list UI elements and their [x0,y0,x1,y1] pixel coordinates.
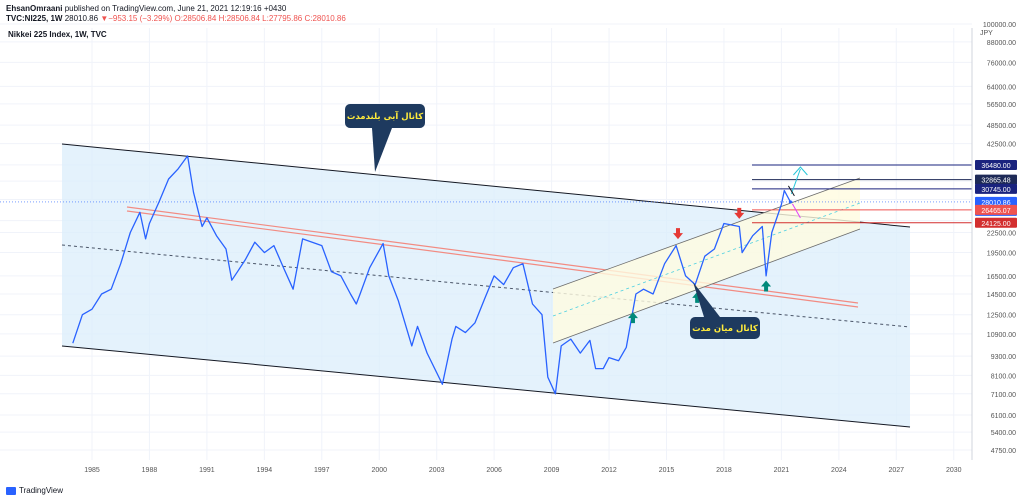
x-tick-label: 1985 [84,467,100,474]
callout-text: کانال آبی بلندمدت [347,110,423,122]
x-tick-label: 2024 [831,467,847,474]
x-tick-label: 2009 [544,467,560,474]
tradingview-icon [6,486,16,495]
callout-text: کانال میان مدت [692,324,758,334]
price-change: ▼−953.15 (−3.29%) [100,14,173,23]
x-tick-label: 2027 [889,467,905,474]
low-value: L:27795.86 [262,14,303,23]
symbol: TVC:NI225, 1W [6,14,63,23]
x-tick-label: 2015 [659,467,675,474]
signal-arrows [627,166,808,324]
x-tick-label: 1997 [314,467,330,474]
y-tick-label: 19500.00 [987,251,1016,258]
currency-label: JPY [980,30,993,37]
x-tick-label: 2012 [601,467,617,474]
buy-signal-arrow [692,291,703,303]
price-tag [975,217,1017,228]
brand-text: TradingView [19,486,64,495]
x-tick-label: 2000 [371,467,387,474]
projection-up-head [793,166,808,176]
callout-pointer [372,128,392,172]
price-line [72,155,791,395]
y-tick-label: 76000.00 [987,60,1016,67]
last-price: 28010.86 [64,14,99,23]
x-tick-label: 1994 [257,467,273,474]
ohlc-bar: TVC:NI225, 1W 28010.86 ▼−953.15 (−3.29%)… [6,14,346,23]
price-series [72,155,793,395]
publisher-name: EhsanOmraani [6,4,63,13]
blue-channel-callout [345,104,425,128]
y-tick-label: 42500.00 [987,142,1016,149]
x-tick-label: 1991 [199,467,215,474]
sell-signal-arrow [734,207,745,219]
published-text: published on TradingView.com, June 21, 2… [64,4,287,13]
drawings [0,143,972,428]
open-value: O:28506.84 [174,14,217,23]
x-tick-label: 2030 [946,467,962,474]
channel-midline [61,244,911,328]
y-tick-label: 64000.00 [987,84,1016,91]
high-value: H:28506.84 [218,14,260,23]
projection-up-arrow [790,168,801,195]
price-tag [975,183,1017,194]
y-tick-label: 14500.00 [987,292,1016,299]
price-tag [975,174,1017,185]
price-tag-text: 36480.00 [981,163,1010,170]
price-tag-text: 26465.07 [981,208,1010,215]
projection-down-arrow [791,203,801,219]
callout-pointer [693,282,720,317]
x-axis-labels: 1985 1988 1991 1994 1997 2000 2003 2006 2009 2012… [84,467,961,474]
buy-signal-arrow [761,280,772,292]
mid-channel-callout [690,317,760,339]
close-value: C:28010.86 [304,14,346,23]
callouts: کانال آبی بلندمدت کانال میان مدت [345,104,760,339]
price-tag [975,196,1017,207]
y-tick-label: 6100.00 [991,413,1016,420]
tradingview-logo[interactable]: TradingView [6,486,63,495]
mid-channel-lower [552,228,861,344]
y-tick-label: 9300.00 [991,354,1016,361]
x-tick-label: 2021 [774,467,790,474]
price-tag-text: 32865.48 [981,178,1010,185]
publish-info: EhsanOmraani published on TradingView.co… [6,4,286,13]
price-tag [975,204,1017,215]
price-tag [975,159,1017,170]
mid-channel-upper [552,177,861,290]
mid-term-channel-fill [553,178,860,343]
projection-black-arrow [787,185,795,197]
y-tick-label: 8100.00 [991,373,1016,380]
y-tick-label: 100000.00 [983,22,1016,29]
long-term-channel-fill [62,144,910,427]
mid-channel-midline [552,202,861,317]
y-tick-label: 56500.00 [987,102,1016,109]
channel-lower-line [61,345,911,428]
red-trendline [126,206,859,304]
y-axis-labels: 100000.00 88000.00 76000.00 64000.00 56500.0… [983,22,1016,455]
y-tick-label: 22500.00 [987,231,1016,238]
x-tick-label: 2018 [716,467,732,474]
x-tick-label: 2006 [486,467,502,474]
last-price-point [788,200,793,204]
x-tick-label: 1988 [142,467,158,474]
y-tick-label: 7100.00 [991,392,1016,399]
price-tag-text: 28010.86 [981,200,1010,207]
x-tick-label: 2003 [429,467,445,474]
y-tick-label: 88000.00 [987,40,1016,47]
y-tick-label: 12500.00 [987,313,1016,320]
price-tag-text: 24125.00 [981,221,1010,228]
price-tag-text: 30745.00 [981,187,1010,194]
y-tick-label: 4750.00 [991,448,1016,455]
buy-signal-arrow [627,312,638,324]
y-tick-label: 16500.00 [987,274,1016,281]
chart-title: Nikkei 225 Index, 1W, TVC [8,30,107,39]
red-trendline-2 [126,210,859,308]
y-tick-label: 10900.00 [987,332,1016,339]
y-tick-label: 5400.00 [991,430,1016,437]
sell-signal-arrow [672,228,683,240]
y-tick-label: 48500.00 [987,123,1016,130]
